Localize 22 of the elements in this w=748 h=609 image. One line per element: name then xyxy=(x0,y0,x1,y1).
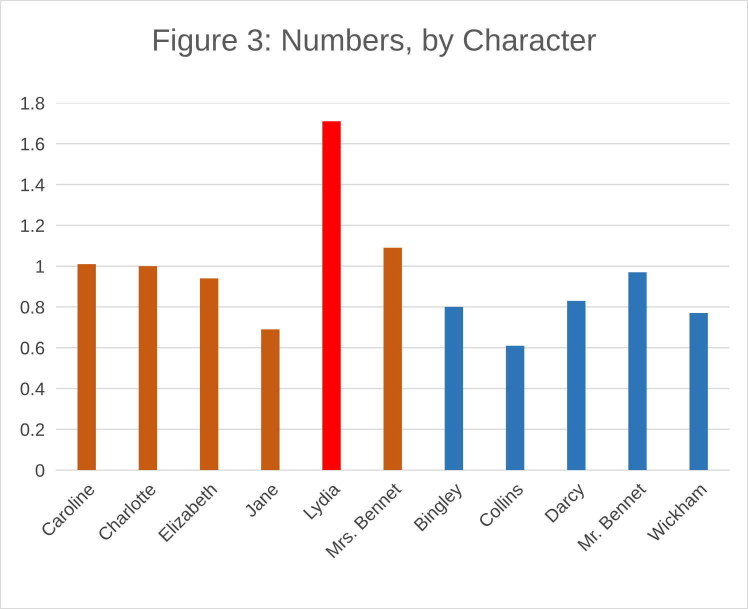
y-tick-label: 1.4 xyxy=(21,178,44,192)
bar xyxy=(506,346,524,470)
bar xyxy=(384,248,402,470)
bar xyxy=(138,266,158,470)
y-tick-label: 0.4 xyxy=(20,382,44,396)
y-tick-label: 1.8 xyxy=(21,96,44,110)
bar xyxy=(628,272,647,470)
bar xyxy=(322,121,341,470)
y-tick-label: 0.6 xyxy=(20,342,44,354)
bar xyxy=(261,329,280,470)
y-tick-label: 0 xyxy=(36,464,44,477)
y-tick-label: 1.2 xyxy=(21,219,44,232)
bar xyxy=(78,264,96,470)
bar xyxy=(567,300,586,470)
y-tick-label: 1 xyxy=(36,260,44,273)
bar xyxy=(690,313,708,470)
bar xyxy=(200,278,218,470)
y-tick-label: 0.2 xyxy=(20,423,44,436)
chart-title: Figure 3: Numbers, by Character xyxy=(154,28,596,57)
y-tick-label: 1.6 xyxy=(21,138,44,150)
bar xyxy=(444,306,464,470)
y-tick-label: 0.8 xyxy=(20,300,44,314)
